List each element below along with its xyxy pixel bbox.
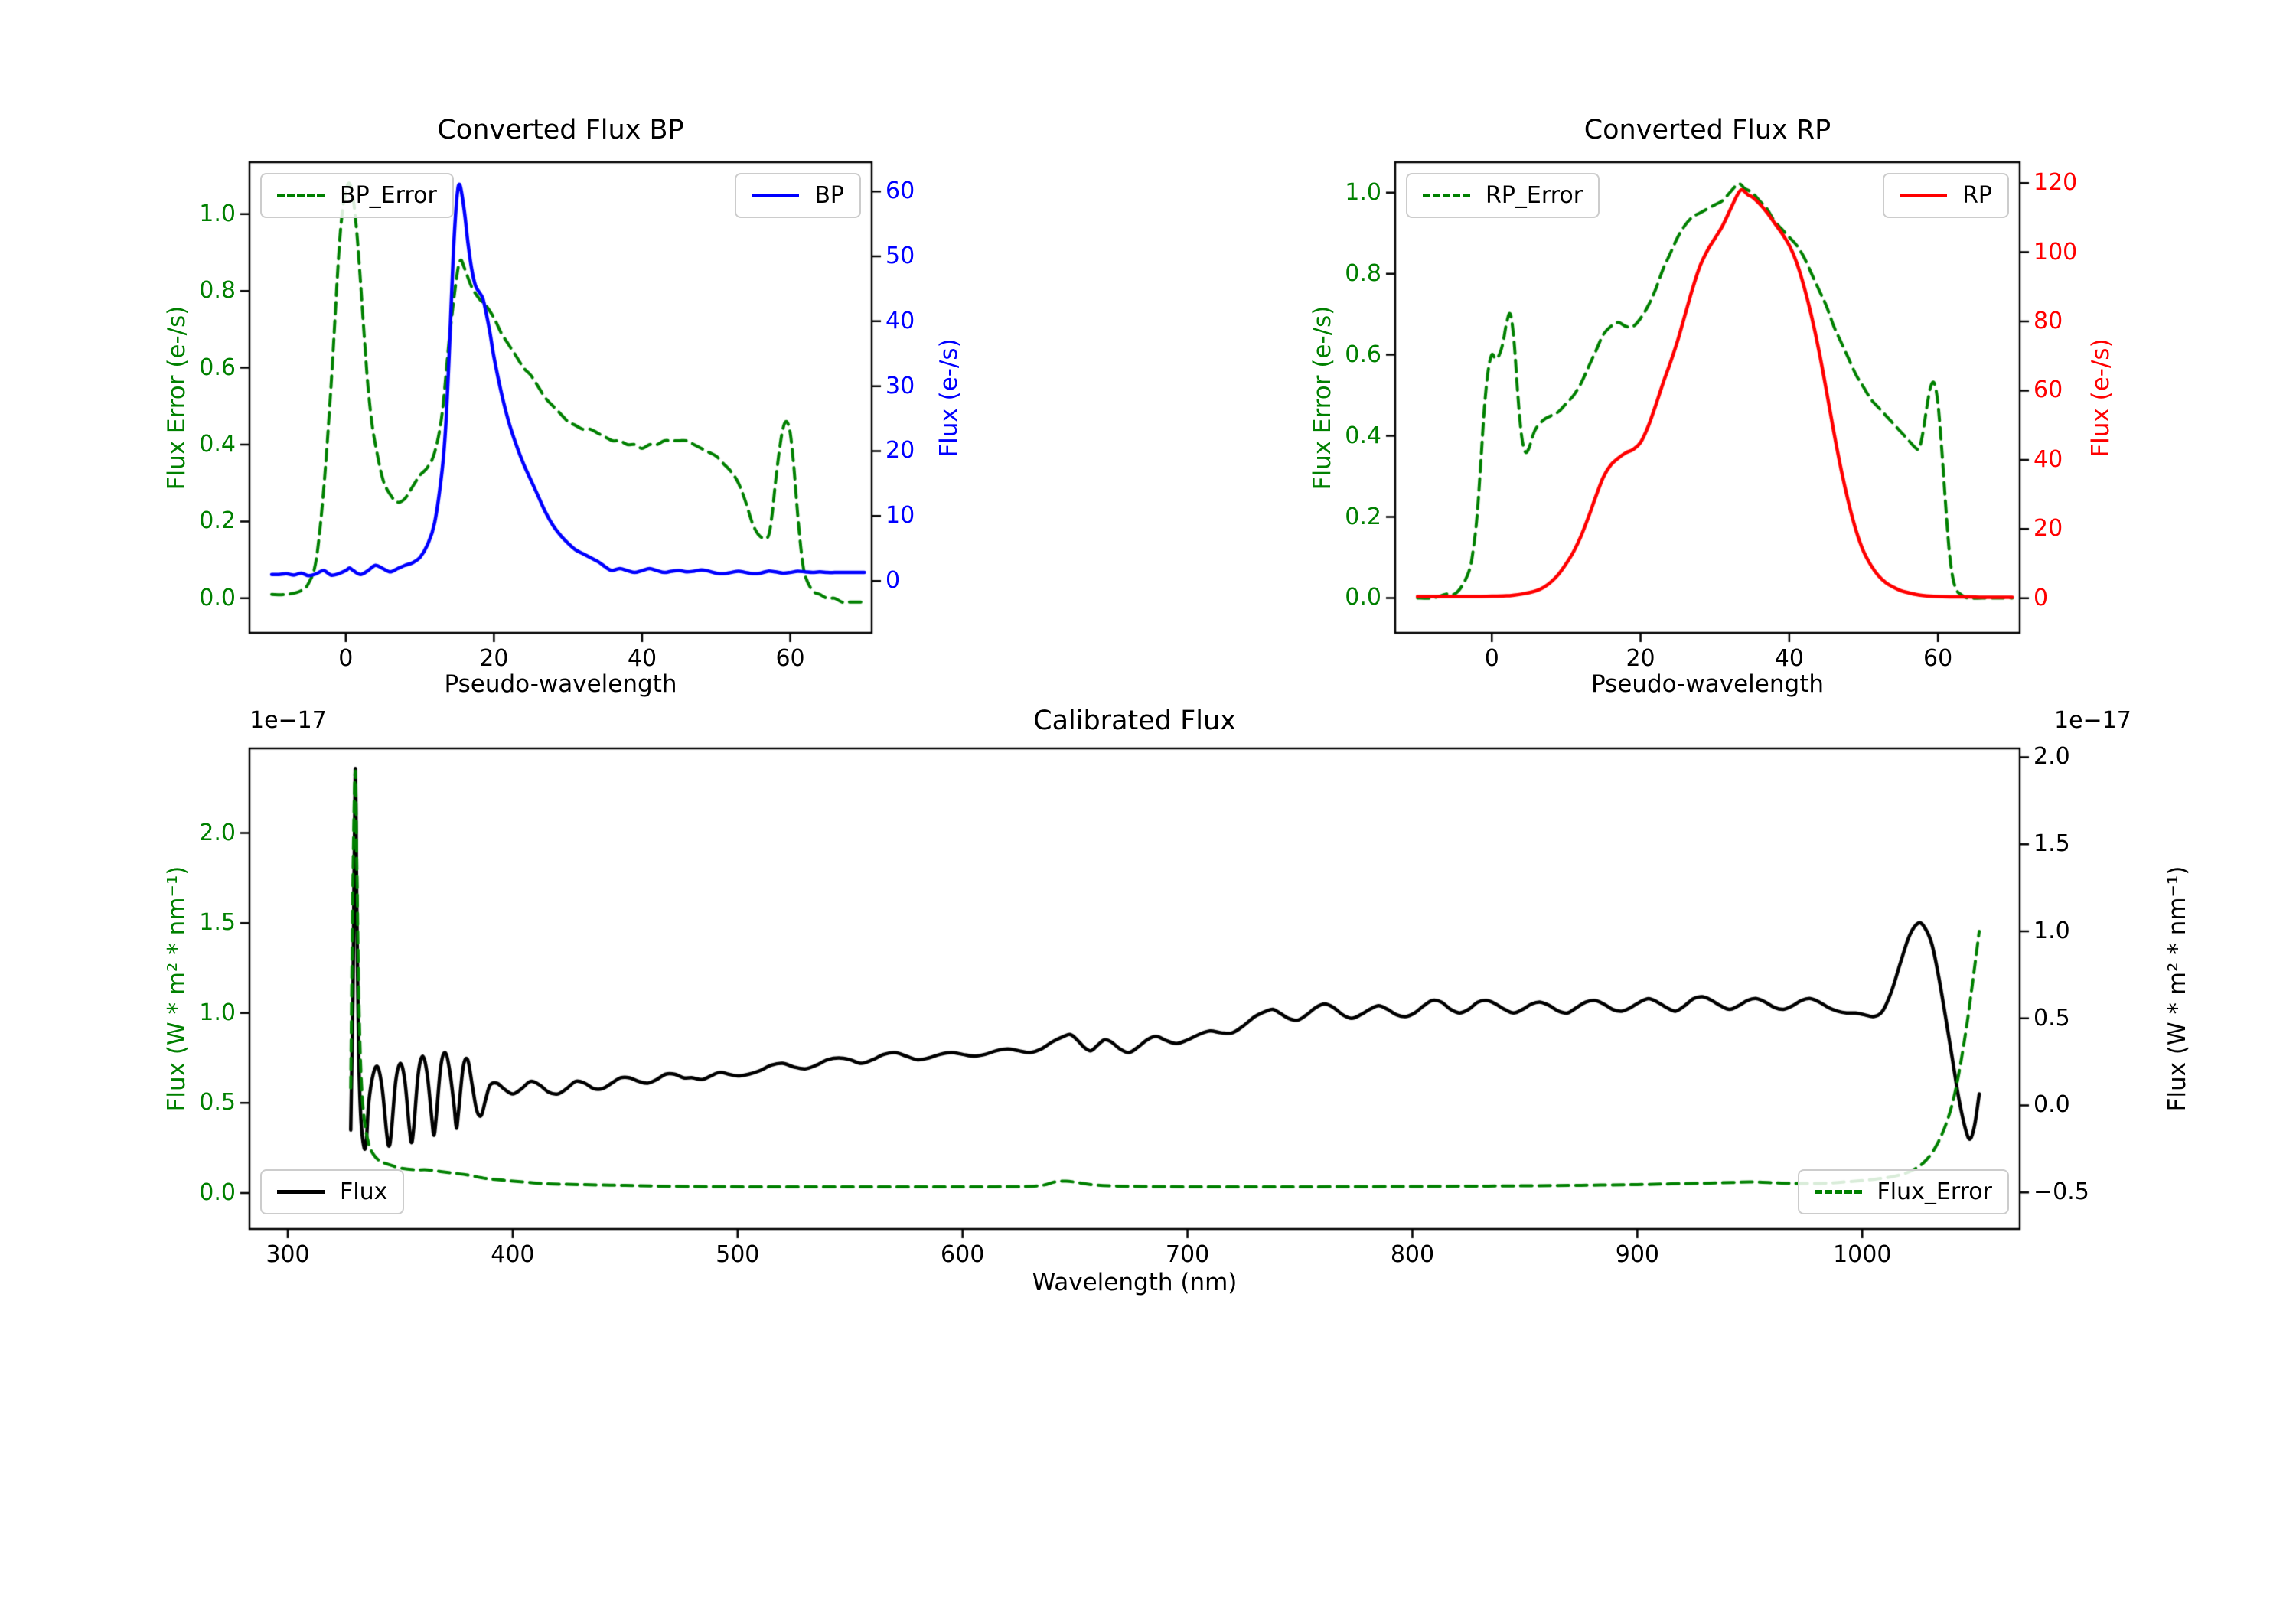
tick-label: 40 bbox=[627, 645, 657, 672]
cal-ylabel-right: Flux (W * m² * nm⁻¹) bbox=[2164, 865, 2191, 1112]
cal-xlabel: Wavelength (nm) bbox=[1032, 1269, 1238, 1296]
legend-label: Flux bbox=[340, 1178, 388, 1205]
tick-label: 0.6 bbox=[1345, 341, 1381, 368]
tick-label: 20 bbox=[1626, 645, 1655, 672]
rp-xlabel: Pseudo-wavelength bbox=[1590, 670, 1824, 698]
chart-title-rp: Converted Flux RP bbox=[1583, 115, 1831, 145]
legend-label: BP_Error bbox=[340, 182, 437, 209]
legend-bp-error: BP_Error bbox=[260, 173, 454, 218]
tick-label: 20 bbox=[885, 437, 915, 464]
tick-label: 0.4 bbox=[199, 431, 236, 458]
tick-label: 0 bbox=[2033, 584, 2049, 611]
legend-bp: BP bbox=[735, 173, 861, 218]
legend-label: RP_Error bbox=[1486, 182, 1583, 209]
tick-label: 0.2 bbox=[199, 507, 236, 535]
tick-label: 0.5 bbox=[199, 1089, 236, 1116]
chart-title-bp: Converted Flux BP bbox=[437, 115, 684, 145]
tick-label: 1.5 bbox=[199, 909, 236, 937]
tick-label: 700 bbox=[1165, 1241, 1210, 1268]
tick-label: 20 bbox=[2033, 515, 2063, 543]
tick-label: 50 bbox=[885, 243, 915, 269]
tick-label: 1.0 bbox=[199, 999, 236, 1026]
tick-label: 0.0 bbox=[199, 1178, 236, 1206]
tick-label: 1.0 bbox=[1345, 178, 1381, 206]
legend-flux-error: Flux_Error bbox=[1797, 1169, 2009, 1214]
tick-label: 1.0 bbox=[2033, 917, 2070, 944]
tick-label: 10 bbox=[885, 502, 915, 530]
offset-text-right: 1e−17 bbox=[2054, 707, 2131, 734]
tick-label: 900 bbox=[1615, 1241, 1659, 1268]
tick-label: 40 bbox=[2033, 445, 2063, 473]
tick-label: 0.6 bbox=[199, 354, 236, 381]
rp-ylabel-right: Flux (e-/s) bbox=[2087, 338, 2115, 458]
bp-ylabel-right: Flux (e-/s) bbox=[935, 338, 963, 458]
legend-rp: RP bbox=[1883, 173, 2009, 218]
tick-label: 500 bbox=[716, 1241, 760, 1268]
legend-line-sample-solid bbox=[277, 1190, 325, 1194]
offset-text-left: 1e−17 bbox=[249, 707, 327, 734]
tick-label: 0 bbox=[1484, 645, 1499, 672]
tick-label: 0.8 bbox=[199, 277, 236, 305]
rp-ylabel-left: Flux Error (e-/s) bbox=[1309, 305, 1336, 491]
bp-ylabel-left: Flux Error (e-/s) bbox=[163, 305, 191, 491]
bp-xlabel: Pseudo-wavelength bbox=[444, 670, 677, 698]
chart-title-calibrated: Calibrated Flux bbox=[1033, 706, 1236, 736]
tick-label: 0 bbox=[338, 645, 354, 672]
tick-label: 60 bbox=[885, 178, 915, 205]
legend-line-sample-dashed bbox=[277, 194, 325, 197]
cal-ylabel-left: Flux (W * m² * nm⁻¹) bbox=[163, 865, 191, 1112]
tick-label: 120 bbox=[2033, 169, 2078, 197]
tick-label: 100 bbox=[2033, 238, 2078, 266]
tick-label: 40 bbox=[885, 307, 915, 334]
tick-label: 0.0 bbox=[199, 584, 236, 611]
tick-label: 0.0 bbox=[2033, 1091, 2070, 1119]
tick-label: 800 bbox=[1390, 1241, 1435, 1268]
tick-label: 20 bbox=[479, 645, 509, 672]
legend-line-sample-dashed bbox=[1814, 1190, 1862, 1194]
tick-label: 0.5 bbox=[2033, 1004, 2070, 1032]
tick-label: 40 bbox=[1774, 645, 1804, 672]
tick-label: 0.4 bbox=[1345, 422, 1381, 449]
tick-label: 0.0 bbox=[1345, 584, 1381, 611]
tick-label: 1.0 bbox=[199, 200, 236, 227]
legend-line-sample-solid bbox=[752, 194, 800, 197]
legend-flux: Flux bbox=[260, 1169, 405, 1214]
tick-label: 2.0 bbox=[2033, 743, 2070, 771]
tick-label: 30 bbox=[885, 372, 915, 399]
legend-line-sample-solid bbox=[1900, 194, 1948, 197]
tick-label: 60 bbox=[1923, 645, 1953, 672]
tick-label: 600 bbox=[941, 1241, 985, 1268]
legend-rp-error: RP_Error bbox=[1406, 173, 1600, 218]
legend-line-sample-dashed bbox=[1423, 194, 1470, 197]
tick-label: 0.2 bbox=[1345, 503, 1381, 530]
tick-label: 60 bbox=[775, 645, 805, 672]
tick-label: 60 bbox=[2033, 376, 2063, 404]
tick-label: 0 bbox=[885, 567, 901, 595]
tick-label: 80 bbox=[2033, 308, 2063, 334]
legend-label: RP bbox=[1962, 182, 1992, 209]
tick-label: 300 bbox=[266, 1241, 310, 1268]
tick-label: 1000 bbox=[1833, 1241, 1892, 1268]
tick-label: 1.5 bbox=[2033, 830, 2070, 858]
tick-label: −0.5 bbox=[2033, 1178, 2089, 1206]
legend-label: Flux_Error bbox=[1877, 1178, 1992, 1205]
legend-label: BP bbox=[814, 182, 844, 209]
tick-label: 400 bbox=[491, 1241, 535, 1268]
tick-label: 0.8 bbox=[1345, 259, 1381, 287]
tick-label: 2.0 bbox=[199, 819, 236, 846]
